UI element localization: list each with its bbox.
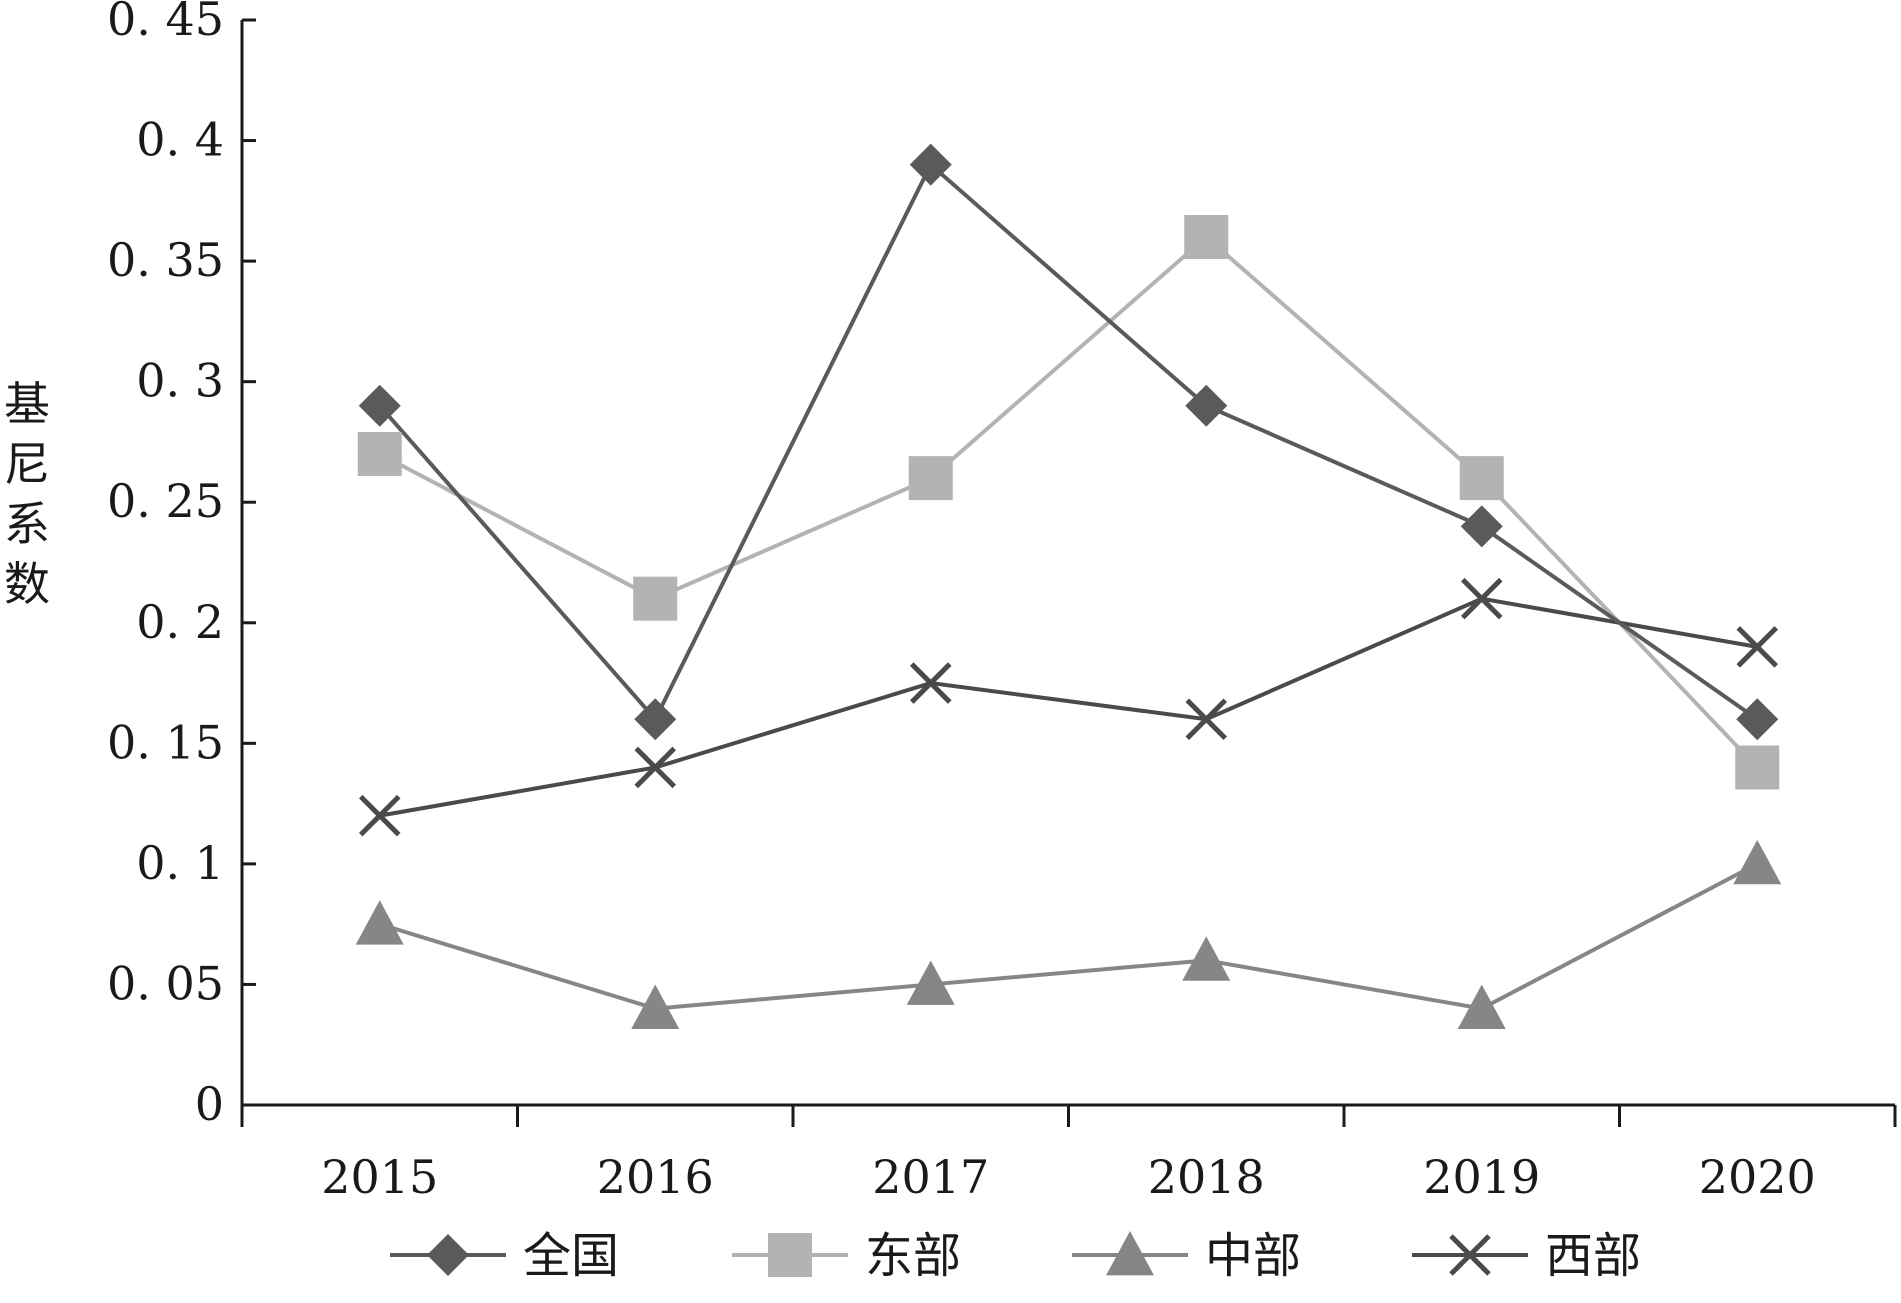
data-point-square	[908, 456, 953, 501]
legend-item: 全国	[390, 1228, 619, 1284]
y-tick-label: 0	[195, 1077, 224, 1131]
data-point-diamond	[1460, 505, 1503, 548]
legend-marker-x	[1449, 1234, 1491, 1276]
y-tick-label: 0. 35	[107, 233, 224, 287]
data-point-diamond	[909, 143, 952, 186]
legend: 全国 东部 中部 西部	[390, 1228, 1641, 1284]
y-tick-label: 0. 3	[136, 354, 224, 408]
data-point-square	[1184, 215, 1229, 259]
data-point-x	[909, 662, 952, 704]
data-point-x-stroke	[358, 794, 401, 837]
data-point-x-stroke	[1185, 698, 1228, 740]
data-point-square	[1735, 745, 1780, 790]
data-point-square	[1459, 456, 1504, 501]
data-point-x	[1460, 577, 1503, 620]
data-point-diamond	[1185, 384, 1228, 427]
legend-item: 东部	[732, 1228, 961, 1284]
legend-label: 全国	[523, 1228, 619, 1284]
legend-label: 东部	[865, 1228, 961, 1284]
y-tick-label: 0. 25	[107, 474, 224, 528]
y-tick-label: 0. 05	[107, 956, 224, 1010]
y-tick-label: 0. 1	[136, 836, 224, 890]
data-point-triangle	[1457, 984, 1506, 1029]
axes	[240, 18, 1897, 1127]
data-point-diamond	[358, 384, 401, 427]
data-point-triangle	[1182, 936, 1231, 981]
data-point-square	[633, 576, 678, 621]
series-markers	[355, 143, 1782, 1029]
series-lines	[378, 161, 1759, 1011]
x-tick-label: 2015	[321, 1150, 438, 1204]
legend-item: 西部	[1412, 1228, 1641, 1284]
y-tick-label: 0. 45	[107, 0, 224, 46]
data-point-triangle	[906, 960, 955, 1005]
legend-marker-square	[768, 1233, 812, 1277]
x-tick-label: 2016	[597, 1150, 714, 1204]
data-point-diamond	[634, 698, 677, 741]
y-tick-label: 0. 2	[136, 595, 224, 649]
data-point-triangle	[355, 900, 404, 945]
legend-marker-triangle	[1106, 1231, 1154, 1276]
y-tick-label: 0. 15	[107, 715, 224, 769]
x-tick-label: 2020	[1699, 1150, 1816, 1204]
data-point-x-stroke	[909, 662, 952, 704]
series-line-2	[378, 234, 1759, 769]
x-tick-label: 2019	[1423, 1150, 1540, 1204]
series-line-4	[379, 596, 1758, 818]
series-line-1	[378, 161, 1759, 723]
data-point-triangle	[1733, 839, 1782, 885]
axis-labels: 0 0. 05 0. 1 0. 15 0. 2 0. 25 0. 3 0. 35 0. 4 0. …	[4, 0, 1816, 1204]
data-point-diamond	[1736, 698, 1779, 741]
data-point-square	[357, 432, 402, 476]
data-point-x-stroke	[1736, 626, 1779, 668]
data-point-x	[634, 746, 677, 789]
y-axis-label: 基尼系数	[4, 377, 50, 611]
data-point-triangle	[631, 984, 680, 1029]
legend-marker-x-stroke	[1449, 1234, 1491, 1276]
legend-marker-diamond	[427, 1234, 469, 1276]
data-point-x	[1185, 698, 1228, 740]
series-line-3	[379, 862, 1759, 1011]
data-point-x-stroke	[634, 746, 677, 789]
x-tick-label: 2017	[872, 1150, 989, 1204]
legend-item: 中部	[1072, 1228, 1301, 1284]
data-point-x	[1736, 626, 1779, 668]
legend-label: 中部	[1205, 1228, 1301, 1284]
y-tick-label: 0. 4	[136, 113, 224, 167]
legend-label: 西部	[1545, 1228, 1641, 1284]
data-point-x-stroke	[1460, 577, 1503, 620]
data-point-x	[358, 794, 401, 837]
x-tick-label: 2018	[1148, 1150, 1265, 1204]
